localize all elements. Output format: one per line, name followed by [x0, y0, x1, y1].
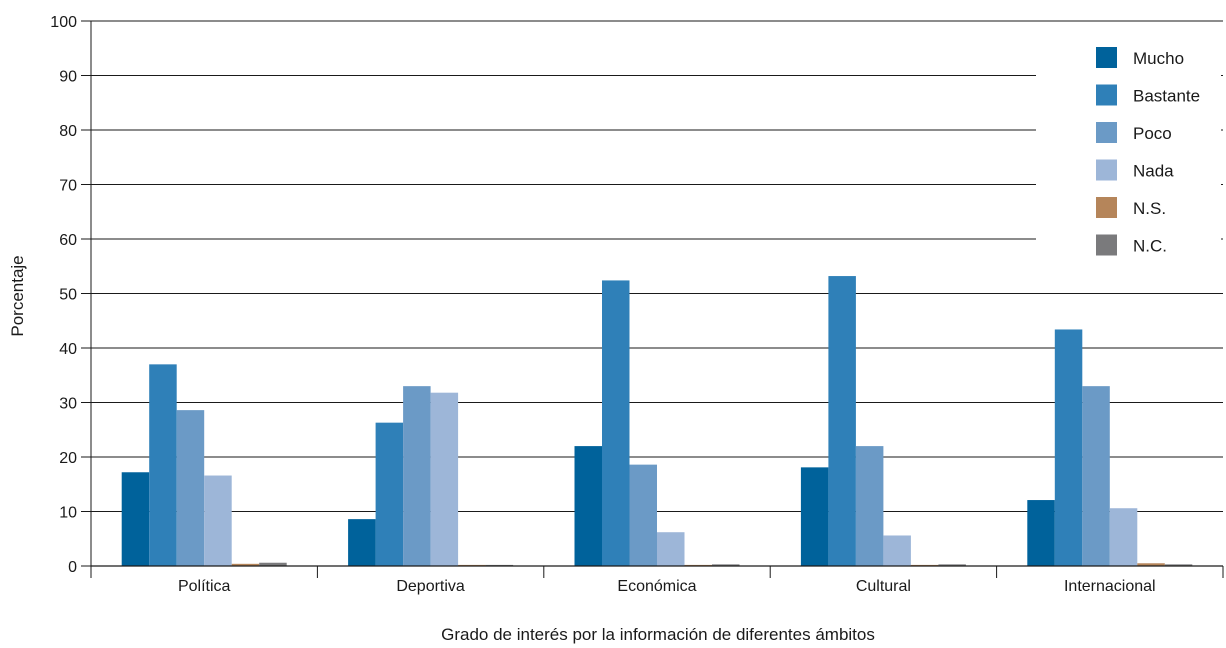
bar [800, 467, 829, 566]
legend-swatch [1096, 47, 1117, 68]
bar [938, 564, 966, 566]
bar [712, 564, 740, 566]
y-tick-label: 50 [59, 287, 77, 304]
bar [855, 446, 884, 566]
legend-swatch [1096, 84, 1117, 106]
bar [231, 563, 260, 566]
bar [602, 280, 630, 566]
legend-swatch [1096, 159, 1117, 181]
bar [430, 392, 459, 566]
bar [629, 464, 657, 566]
bar [1164, 564, 1193, 566]
legend-label: Poco [1133, 124, 1172, 143]
bar [828, 276, 856, 566]
x-tick-label: Cultural [856, 578, 911, 595]
bars [121, 276, 1193, 566]
y-tick-label: 90 [59, 69, 77, 86]
bar [1082, 386, 1110, 566]
bar [403, 386, 431, 566]
bar [883, 535, 911, 566]
bar [1054, 329, 1083, 566]
legend-swatch [1096, 122, 1117, 143]
bar [204, 475, 232, 566]
x-axis: Política Deportiva Económica Cultural Intern… [90, 565, 1224, 595]
x-tick-label: Económica [617, 578, 696, 595]
y-tick-label: 0 [68, 559, 77, 576]
y-tick-label: 10 [59, 505, 77, 522]
bar [121, 472, 150, 566]
y-tick-label: 60 [59, 232, 77, 249]
bar [348, 519, 376, 566]
bar [1109, 508, 1138, 566]
bar [574, 446, 602, 566]
legend-swatch [1096, 234, 1117, 256]
legend-label: N.S. [1133, 199, 1166, 218]
legend-background [1036, 32, 1221, 272]
y-axis-title: Porcentaje [8, 255, 27, 336]
y-axis-ticks: 0 10 20 30 40 50 60 70 80 90 100 [50, 14, 92, 576]
legend-label: Mucho [1133, 49, 1184, 68]
legend-label: Nada [1133, 162, 1174, 181]
bar [259, 562, 287, 566]
y-tick-label: 100 [50, 14, 77, 31]
legend-swatch [1096, 197, 1117, 218]
y-tick-label: 80 [59, 123, 77, 140]
legend-label: Bastante [1133, 87, 1200, 106]
x-tick-label: Política [178, 578, 231, 595]
legend: Mucho Bastante Poco Nada N.S. N.C. [1036, 32, 1221, 272]
bar [149, 364, 177, 566]
bar [657, 532, 685, 566]
bar [375, 422, 404, 566]
x-tick-label: Internacional [1064, 578, 1156, 595]
bar [1137, 563, 1165, 566]
y-tick-label: 40 [59, 341, 77, 358]
legend-label: N.C. [1133, 237, 1167, 256]
y-tick-label: 30 [59, 396, 77, 413]
y-tick-label: 20 [59, 450, 77, 467]
x-axis-title: Grado de interés por la información de d… [441, 625, 875, 644]
gridlines [91, 20, 1223, 512]
bar [176, 410, 205, 566]
y-tick-label: 70 [59, 178, 77, 195]
x-tick-label: Deportiva [396, 578, 465, 595]
bar [1027, 500, 1055, 566]
